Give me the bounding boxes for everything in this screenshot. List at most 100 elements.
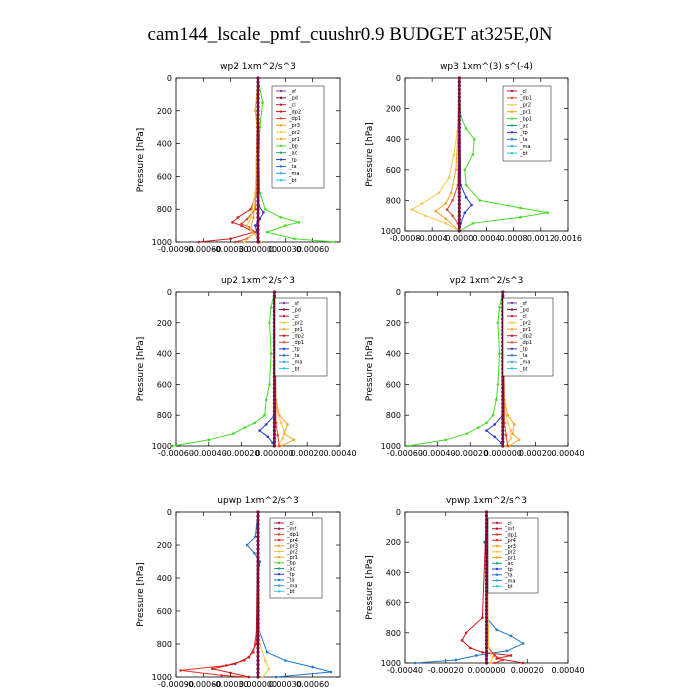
series-point — [484, 593, 489, 597]
legend-marker — [279, 124, 283, 127]
series-line-pr1 — [434, 77, 460, 232]
series-point — [457, 141, 461, 145]
legend-marker — [282, 367, 286, 370]
series-point — [484, 582, 489, 586]
series-point — [420, 202, 424, 205]
y-tick-label: 400 — [157, 140, 172, 149]
legend-label: _ta — [504, 573, 513, 579]
legend-label: _cl — [286, 521, 294, 527]
x-tick-label: -0.00020 — [452, 449, 488, 458]
series-point — [434, 209, 437, 213]
legend-marker — [495, 573, 499, 576]
series-point — [256, 121, 260, 125]
series-point — [272, 390, 276, 394]
legend-label: _ma — [519, 144, 530, 150]
y-tick-label: 1000 — [381, 227, 401, 236]
x-tick-label: -0.0004 — [417, 234, 448, 243]
series-point — [256, 658, 260, 663]
series-point — [256, 559, 260, 564]
legend-label: _ta — [519, 137, 528, 143]
series-point — [249, 207, 253, 211]
series-point — [258, 429, 261, 432]
legend-label: _dp2 — [291, 334, 304, 340]
series-line-tp — [485, 292, 504, 447]
series-point — [485, 429, 488, 432]
series-point — [457, 152, 461, 157]
series-point — [274, 675, 278, 679]
series-point — [256, 195, 260, 199]
y-tick-label: 0 — [396, 508, 401, 517]
legend-label: _pd — [288, 96, 298, 102]
series-point — [501, 294, 505, 298]
legend-label: _dp1 — [519, 340, 532, 346]
y-axis-label: Pressure [hPa] — [136, 562, 146, 627]
series-point — [464, 183, 468, 187]
series-point — [256, 133, 260, 137]
legend-label: _dp1 — [504, 532, 517, 538]
legend-marker — [277, 527, 281, 530]
y-axis-label: Pressure [hPa] — [136, 128, 146, 193]
series-point — [457, 129, 461, 134]
series-point — [232, 432, 235, 435]
y-axis-label: Pressure [hPa] — [365, 555, 375, 620]
series-point — [457, 95, 461, 99]
series-point — [501, 290, 505, 294]
y-tick-label: 0 — [167, 508, 172, 517]
x-tick-label: 0.0004 — [473, 234, 501, 243]
legend-label: _pr1 — [291, 327, 303, 333]
series-point — [256, 597, 260, 601]
series-point — [256, 129, 260, 133]
series-point — [256, 109, 260, 113]
series-point — [233, 662, 237, 666]
legend-marker — [279, 165, 283, 168]
series-point — [247, 655, 251, 659]
x-tick-label: 0.00020 — [519, 449, 552, 458]
series-point — [256, 638, 260, 642]
series-point — [284, 659, 287, 662]
legend-label: _ma — [286, 583, 297, 589]
series-point — [256, 125, 260, 129]
series-point — [512, 423, 516, 426]
series-point — [457, 149, 461, 153]
series-point — [444, 217, 448, 221]
series-point — [464, 196, 468, 199]
series-point — [245, 543, 249, 547]
series-point — [457, 137, 461, 141]
legend-label: _pr2 — [286, 549, 298, 555]
legend-label: _tp — [288, 157, 297, 163]
series-point — [501, 398, 505, 402]
series-point — [256, 555, 260, 559]
legend-marker — [510, 301, 514, 305]
legend-marker — [510, 321, 514, 324]
series-point — [256, 187, 260, 191]
series-point — [501, 386, 505, 390]
legend-marker — [510, 308, 514, 311]
series-point — [256, 146, 260, 150]
legend-label: _cl — [519, 89, 527, 95]
legend-marker — [510, 334, 514, 337]
series-point — [256, 634, 260, 638]
series-point — [501, 429, 505, 433]
x-tick-label: 0.00040 — [551, 666, 584, 675]
series-point — [449, 191, 453, 195]
series-point — [256, 551, 260, 555]
series-point — [484, 548, 489, 552]
series-point — [457, 122, 461, 126]
x-tick-label: 0.0012 — [527, 234, 555, 243]
legend-marker — [510, 341, 514, 344]
series-point — [256, 539, 260, 543]
y-tick-label: 1000 — [152, 673, 172, 682]
series-point — [484, 559, 489, 563]
legend-marker — [282, 341, 286, 344]
x-tick-label: 0.00020 — [511, 666, 544, 675]
series-point — [279, 421, 283, 425]
legend-label: _ma — [504, 578, 515, 584]
series-point — [457, 145, 461, 149]
series-point — [424, 214, 427, 217]
series-point — [179, 669, 182, 672]
series-point — [256, 96, 260, 101]
x-tick-label: -0.00020 — [428, 666, 464, 675]
legend-label: _pr1 — [504, 555, 516, 561]
y-tick-label: 0 — [396, 288, 401, 297]
